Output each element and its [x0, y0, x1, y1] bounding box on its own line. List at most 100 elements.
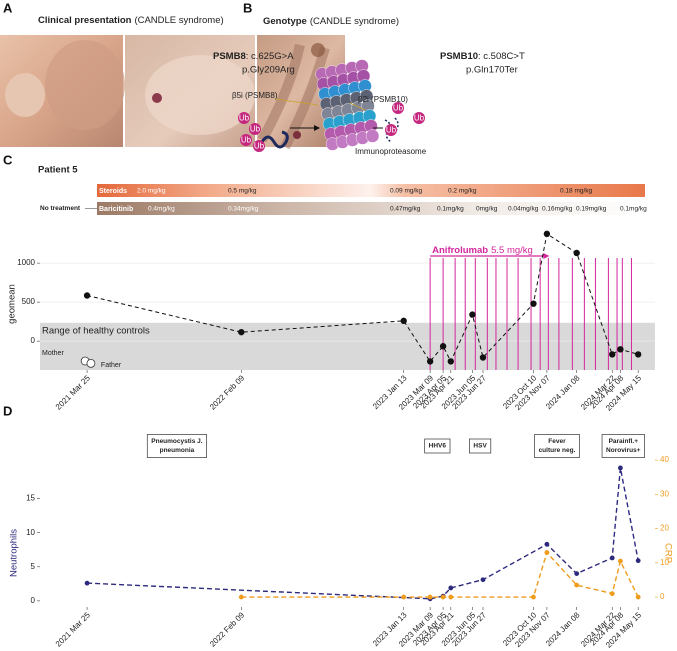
series-point — [401, 594, 407, 600]
series-point — [574, 571, 580, 577]
series-point — [84, 580, 90, 586]
arrowhead — [314, 125, 320, 131]
series-point — [531, 594, 536, 600]
data-point — [83, 292, 91, 299]
infusion-dose: 5.5 mg/kg — [491, 245, 533, 256]
photos — [0, 35, 345, 150]
panel-title: Patient 5 — [38, 165, 78, 176]
photo-detail — [45, 40, 125, 130]
pointer — [274, 98, 319, 106]
dose-label: 0.4mg/kg — [148, 206, 175, 213]
panel-title: Clinical presentation (CANDLE syndrome) — [38, 15, 224, 26]
infusion-label: Anifrolumab 5.5 mg/kg — [432, 245, 533, 256]
protein-change: p.Gly209Arg — [242, 65, 295, 76]
ubiquitin — [240, 134, 252, 146]
treatment-name: Steroids — [99, 188, 127, 195]
data-point — [439, 343, 447, 350]
series-point — [635, 558, 641, 564]
y2-tick-label: 30 — [660, 489, 669, 498]
y-axis-title: geomean — [7, 284, 18, 324]
cdna: : c.625G>A — [246, 51, 294, 62]
panel-letter: B — [243, 0, 252, 15]
dose-label: 0.16mg/kg — [542, 206, 573, 213]
title-bold: Genotype — [263, 16, 307, 27]
treatments: Steroids 2.0 mg/kg 0.5 mg/kg 0.09 mg/kg 0.2 … — [40, 184, 647, 215]
control-label: Father — [101, 362, 122, 369]
photo-detail — [293, 131, 301, 139]
series-point — [618, 465, 623, 471]
data-point — [530, 300, 537, 307]
pointer — [349, 102, 366, 111]
dose-label: 0.5 mg/kg — [228, 188, 257, 195]
series-point — [448, 585, 454, 591]
ubiquitin — [238, 112, 250, 124]
control-label: Mother — [42, 350, 64, 357]
panel-letter: C — [3, 152, 13, 167]
series-point — [427, 594, 433, 600]
x-tick-label: 2021 Mar 25 — [54, 373, 93, 412]
dose-label: 0.19mg/kg — [576, 206, 607, 213]
dose-label: 0.18 mg/kg — [560, 188, 593, 195]
annotation-box — [469, 438, 492, 454]
band-label: Range of healthy controls — [42, 325, 150, 336]
series-point — [609, 591, 615, 597]
title-note: (CANDLE syndrome) — [134, 15, 223, 26]
y-tick-label: 1000 — [17, 258, 35, 267]
ubiquitin — [385, 124, 397, 136]
annotation-box — [534, 434, 580, 458]
data-point — [469, 311, 476, 318]
cdna: : c.508C>T — [478, 51, 525, 62]
proteasome — [315, 59, 380, 151]
annotation-text: pneumonia — [160, 447, 195, 454]
y-axis-title: Neutrophils — [9, 529, 20, 577]
photo-detail — [145, 55, 255, 135]
series-point — [618, 558, 623, 564]
panel-letter: D — [3, 403, 12, 418]
y-tick-label: 5 — [31, 562, 36, 571]
data-point — [609, 351, 616, 358]
subunit — [365, 129, 380, 143]
data-point — [400, 317, 407, 325]
no-treatment-label: No treatment — [40, 205, 81, 212]
annotation-box — [424, 438, 451, 454]
data-point — [479, 354, 487, 361]
treatment-bar — [97, 202, 645, 215]
dose-label: 0.47mg/kg — [390, 206, 421, 213]
y-tick-label: 0 — [31, 596, 36, 605]
x-tick-label: 2022 Feb 09 — [208, 373, 247, 412]
annotation-text: Parainfl.+ — [609, 438, 639, 445]
x-tick-label: 2022 Feb 09 — [208, 610, 247, 649]
y-tick-label: 500 — [22, 297, 36, 306]
y2-tick-label: 10 — [660, 558, 669, 567]
y2-tick-label: 40 — [660, 455, 669, 464]
control-point — [86, 358, 96, 368]
complex-label: Immunoproteasome — [355, 147, 427, 156]
y-axis-title: CRP — [662, 543, 673, 563]
data-point — [634, 351, 642, 358]
treatment-bar — [97, 184, 645, 197]
infusion-arrowhead — [543, 253, 550, 259]
dose-label: 0.1mg/kg — [437, 206, 464, 213]
annotation-text: HHV6 — [429, 443, 447, 450]
treatment-name: Baricitinib — [99, 206, 133, 213]
y-tick-label: 0 — [31, 336, 36, 345]
ubiquitin-label: Ub — [393, 104, 404, 113]
data-point — [238, 328, 245, 336]
annotation-text: HSV — [473, 443, 487, 450]
annotation-text: Pneumocystis J. — [151, 438, 202, 445]
ubiquitin-label: Ub — [239, 114, 250, 123]
annotation-box — [146, 434, 207, 458]
protein-change: p.Gln170Ter — [466, 65, 518, 76]
variant: PSMB8: c.625G>A — [213, 51, 294, 62]
ubiquitin — [392, 102, 404, 114]
dose-label: 2.0 mg/kg — [137, 188, 166, 195]
y2-tick-label: 20 — [660, 524, 669, 533]
dose-label: 0mg/kg — [476, 206, 498, 213]
photo-detail — [311, 43, 325, 57]
data-point — [617, 346, 624, 353]
title-bold: Clinical presentation — [38, 15, 132, 26]
gene: PSMB10 — [440, 51, 478, 62]
data-line — [86, 233, 639, 363]
ubiquitin — [253, 140, 265, 152]
